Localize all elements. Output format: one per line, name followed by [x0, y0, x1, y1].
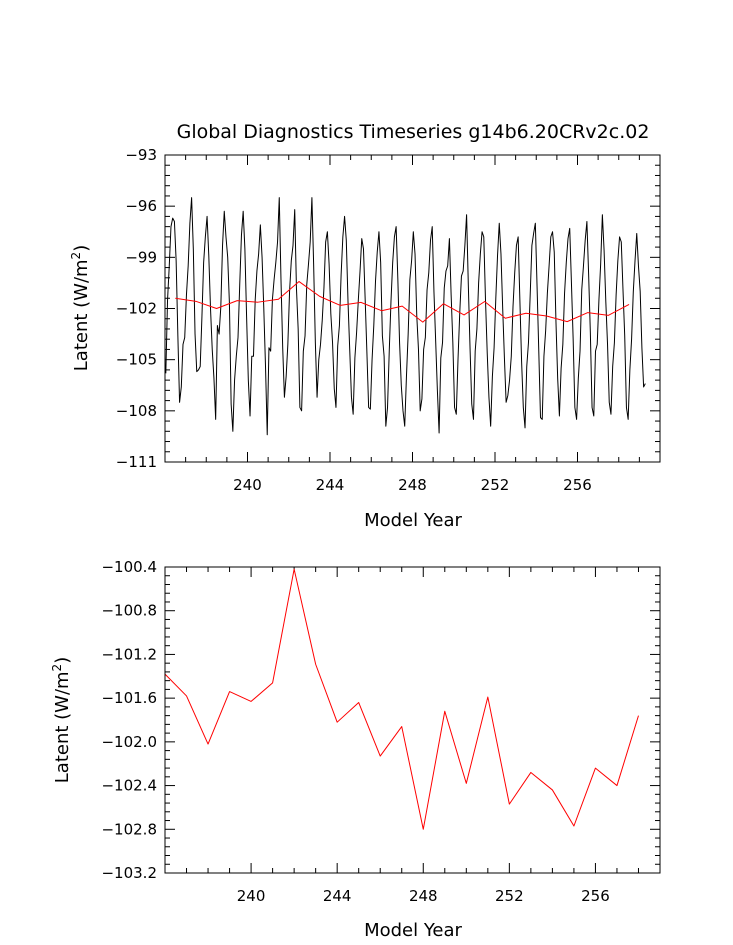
series-line-annual-mean [175, 281, 630, 323]
bottom-y-axis-title-main: Latent (W/m [52, 671, 73, 783]
x-tick-label: 248 [409, 887, 438, 905]
x-tick-label: 252 [495, 887, 524, 905]
top-chart-panel: Global Diagnostics Timeseries g14b6.20CR… [69, 121, 661, 531]
bottom-axis-ticks [164, 566, 661, 874]
bottom-plot-frame [164, 566, 661, 874]
y-tick-label: −102.4 [101, 777, 157, 795]
bottom-x-axis-title: Model Year [364, 920, 462, 941]
y-tick-label: −100.8 [101, 602, 157, 620]
bottom-y-axis-title: Latent (W/m2) [50, 657, 73, 783]
y-tick-label: −101.6 [101, 689, 157, 707]
y-tick-label: −102 [116, 300, 157, 318]
y-tick-label: −102.0 [101, 733, 157, 751]
y-tick-label: −101.2 [101, 645, 157, 663]
top-plot-frame [164, 154, 661, 463]
bottom-chart-panel: −100.4 −100.8 −101.2 −101.6 −102.0 −102.4 −102… [50, 558, 661, 941]
y-tick-label: −93 [125, 146, 157, 164]
bottom-series-group [164, 568, 639, 830]
chart-title: Global Diagnostics Timeseries g14b6.20CR… [177, 121, 650, 143]
y-tick-label: −103.2 [101, 864, 157, 882]
top-series-group [165, 197, 646, 436]
top-x-tick-labels: 240 244 248 252 256 [233, 476, 592, 494]
y-tick-label: −102.8 [101, 820, 157, 838]
y-tick-label: −96 [125, 197, 157, 215]
y-tick-label: −108 [116, 402, 157, 420]
x-tick-label: 240 [237, 887, 266, 905]
bottom-y-axis-title-close: ) [52, 657, 73, 664]
x-tick-label: 248 [398, 476, 427, 494]
top-y-axis-title-main: Latent (W/m [71, 259, 92, 371]
bottom-y-tick-labels: −100.4 −100.8 −101.2 −101.6 −102.0 −102.4 −102… [101, 558, 157, 882]
top-y-axis-title: Latent (W/m2) [69, 245, 92, 371]
x-tick-label: 244 [316, 476, 345, 494]
x-tick-label: 240 [233, 476, 262, 494]
top-x-axis-title: Model Year [364, 510, 462, 531]
y-tick-label: −111 [116, 453, 157, 471]
series-line-monthly [165, 197, 646, 436]
bottom-y-axis-title-sup: 2 [50, 664, 64, 672]
top-y-axis-title-sup: 2 [69, 252, 83, 260]
y-tick-label: −105 [116, 351, 157, 369]
bottom-x-tick-labels: 240 244 248 252 256 [237, 887, 610, 905]
top-y-axis-title-close: ) [71, 245, 92, 252]
x-tick-label: 252 [481, 476, 510, 494]
series-line-annual-mean [164, 568, 639, 830]
top-axis-ticks [164, 154, 661, 463]
x-tick-label: 256 [581, 887, 610, 905]
x-tick-label: 256 [563, 476, 592, 494]
y-tick-label: −100.4 [101, 558, 157, 576]
x-tick-label: 244 [323, 887, 352, 905]
top-y-tick-labels: −93 −96 −99 −102 −105 −108 −111 [116, 146, 157, 471]
y-tick-label: −99 [125, 248, 157, 266]
